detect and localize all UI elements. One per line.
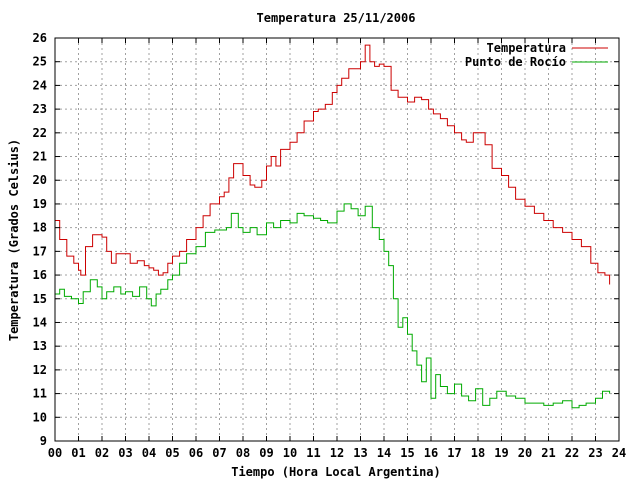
y-tick-label: 9 — [40, 434, 47, 448]
x-tick-label: 09 — [259, 446, 273, 460]
y-axis: 9 10 11 12 13 14 15 16 17 18 19 20 21 22 23 24 25 26 — [33, 31, 619, 448]
x-tick-label: 17 — [447, 446, 461, 460]
x-axis: 00 01 02 03 04 05 06 07 08 09 10 11 12 13 14 15 16 17 18 19… — [48, 38, 626, 460]
y-tick-label: 19 — [33, 197, 47, 211]
x-tick-label: 04 — [142, 446, 156, 460]
x-tick-label: 20 — [518, 446, 532, 460]
x-tick-label: 08 — [236, 446, 250, 460]
x-tick-label: 05 — [165, 446, 179, 460]
series-line-temperatura — [55, 44, 611, 285]
x-tick-label: 06 — [189, 446, 203, 460]
y-tick-label: 22 — [33, 126, 47, 140]
y-tick-label: 15 — [33, 292, 47, 306]
x-tick-label: 07 — [212, 446, 226, 460]
x-tick-label: 10 — [283, 446, 297, 460]
y-tick-label: 25 — [33, 55, 47, 69]
x-tick-label: 00 — [48, 446, 62, 460]
x-tick-label: 11 — [306, 446, 320, 460]
y-tick-label: 16 — [33, 268, 47, 282]
y-tick-label: 14 — [33, 315, 47, 329]
y-tick-label: 23 — [33, 102, 47, 116]
legend-label: Punto de Rocío — [465, 55, 566, 69]
y-tick-label: 26 — [33, 31, 47, 45]
x-tick-label: 12 — [330, 446, 344, 460]
x-axis-title: Tiempo (Hora Local Argentina) — [231, 465, 441, 479]
x-tick-label: 02 — [95, 446, 109, 460]
grid — [55, 38, 619, 441]
series-line-punto-de-rocio — [55, 203, 611, 409]
x-tick-label: 15 — [400, 446, 414, 460]
y-tick-label: 18 — [33, 221, 47, 235]
series-layer — [55, 44, 611, 409]
x-tick-label: 03 — [118, 446, 132, 460]
y-tick-label: 11 — [33, 387, 47, 401]
y-tick-label: 10 — [33, 410, 47, 424]
y-tick-label: 17 — [33, 244, 47, 258]
x-tick-label: 19 — [494, 446, 508, 460]
y-tick-label: 24 — [33, 78, 47, 92]
x-tick-label: 01 — [71, 446, 85, 460]
y-axis-title: Temperatura (Grados Celsius) — [7, 139, 21, 341]
legend-label: Temperatura — [487, 41, 566, 55]
x-tick-label: 16 — [424, 446, 438, 460]
y-tick-label: 13 — [33, 339, 47, 353]
y-tick-label: 12 — [33, 363, 47, 377]
y-tick-label: 20 — [33, 173, 47, 187]
x-tick-label: 13 — [353, 446, 367, 460]
x-tick-label: 23 — [588, 446, 602, 460]
x-tick-label: 24 — [612, 446, 626, 460]
chart-title: Temperatura 25/11/2006 — [257, 11, 416, 25]
x-tick-label: 22 — [565, 446, 579, 460]
x-tick-label: 14 — [377, 446, 391, 460]
x-tick-label: 21 — [541, 446, 555, 460]
x-tick-label: 18 — [471, 446, 485, 460]
y-tick-label: 21 — [33, 150, 47, 164]
